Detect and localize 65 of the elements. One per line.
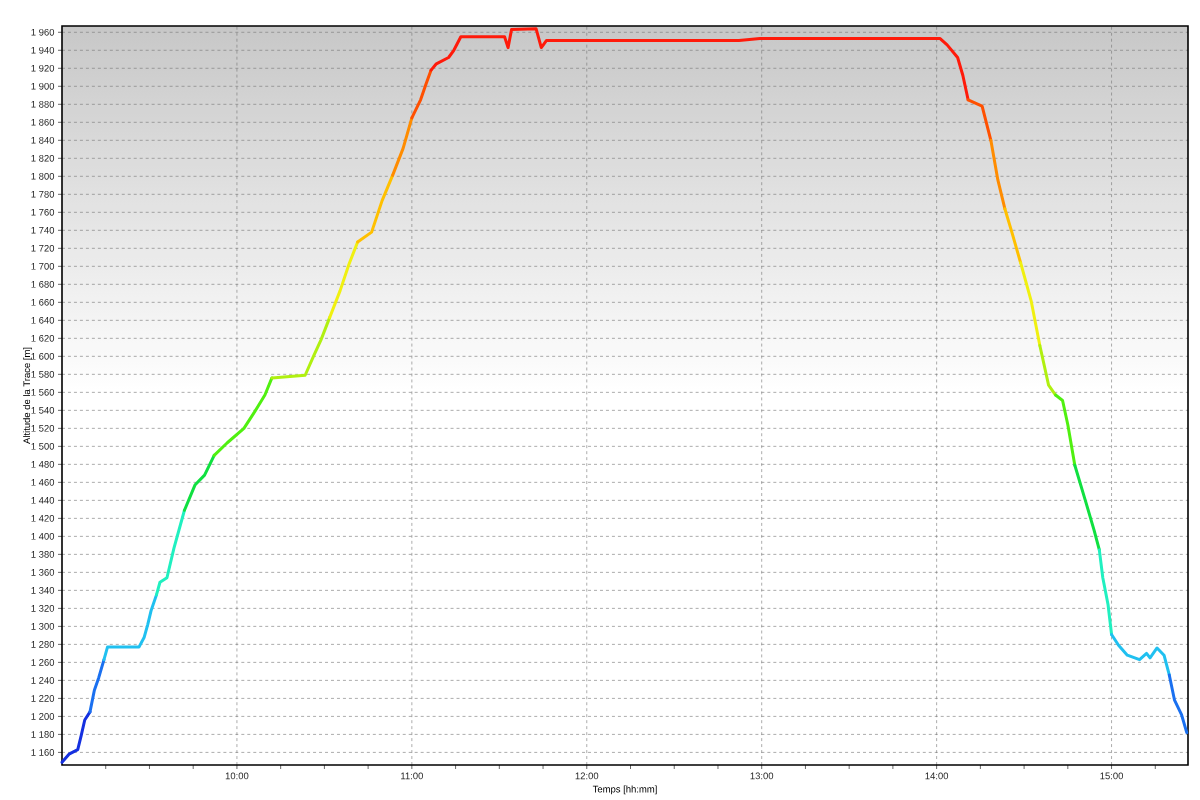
y-tick-label: 1 860 bbox=[31, 118, 55, 126]
line-series bbox=[270, 316, 332, 380]
line-series bbox=[182, 453, 216, 512]
y-tick-label: 1 440 bbox=[31, 497, 55, 504]
line-series bbox=[429, 27, 970, 102]
x-tick-label: 13:00 bbox=[750, 772, 774, 780]
line-series bbox=[60, 710, 92, 764]
y-tick-label: 1 500 bbox=[31, 443, 55, 450]
y-tick-label: 1 560 bbox=[31, 388, 55, 396]
y-tick-label: 1 340 bbox=[31, 587, 55, 594]
y-tick-label: 1 380 bbox=[31, 551, 55, 558]
line-series bbox=[356, 173, 395, 244]
y-tick-label: 1 540 bbox=[31, 406, 55, 414]
x-tick-label: 15:00 bbox=[1100, 772, 1124, 780]
y-tick-label: 1 720 bbox=[31, 244, 55, 252]
y-axis-title: Altitude de la Trace [m] bbox=[23, 347, 32, 444]
y-tick-label: 1 640 bbox=[31, 316, 55, 324]
y-tick-label: 1 920 bbox=[31, 64, 55, 72]
line-series bbox=[1097, 548, 1114, 636]
line-series bbox=[102, 593, 158, 662]
y-tick-label: 1 680 bbox=[31, 280, 55, 288]
line-series bbox=[410, 68, 433, 120]
y-tick-label: 1 400 bbox=[31, 533, 55, 540]
y-tick-label: 1 880 bbox=[31, 100, 55, 108]
line-series bbox=[154, 508, 186, 597]
y-tick-label: 1 900 bbox=[31, 82, 55, 90]
line-series bbox=[1110, 632, 1171, 677]
y-tick-label: 1 620 bbox=[31, 334, 55, 342]
line-series bbox=[88, 658, 106, 714]
y-tick-label: 1 960 bbox=[31, 28, 55, 36]
y-tick-label: 1 160 bbox=[31, 749, 55, 756]
y-tick-label: 1 600 bbox=[31, 352, 55, 360]
y-tick-label: 1 320 bbox=[31, 605, 55, 612]
line-series bbox=[1073, 463, 1101, 552]
y-tick-label: 1 180 bbox=[31, 731, 55, 738]
y-tick-label: 1 780 bbox=[31, 190, 55, 198]
y-tick-label: 1 280 bbox=[31, 641, 55, 648]
y-tick-label: 1 360 bbox=[31, 569, 55, 576]
x-axis-title: Temps [hh:mm] bbox=[592, 785, 657, 795]
y-tick-label: 1 660 bbox=[31, 298, 55, 306]
x-tick-label: 11:00 bbox=[401, 772, 423, 780]
y-tick-label: 1 820 bbox=[31, 154, 55, 162]
y-tick-label: 1 840 bbox=[31, 136, 55, 144]
line-series bbox=[1054, 393, 1077, 467]
x-tick-label: 12:00 bbox=[575, 772, 599, 780]
y-tick-label: 1 300 bbox=[31, 623, 55, 630]
y-tick-label: 1 240 bbox=[31, 677, 55, 684]
y-tick-label: 1 800 bbox=[31, 172, 55, 180]
y-tick-label: 1 480 bbox=[31, 461, 55, 468]
y-tick-label: 1 420 bbox=[31, 515, 55, 522]
y-tick-label: 1 940 bbox=[31, 46, 55, 54]
line-series bbox=[328, 240, 360, 320]
y-tick-label: 1 700 bbox=[31, 262, 55, 270]
y-tick-label: 1 580 bbox=[31, 370, 55, 378]
x-tick-label: 14:00 bbox=[925, 772, 949, 780]
y-tick-label: 1 200 bbox=[31, 713, 55, 720]
y-tick-label: 1 520 bbox=[31, 425, 55, 432]
x-tick-label: 10:00 bbox=[225, 772, 249, 780]
y-tick-label: 1 760 bbox=[31, 208, 55, 216]
line-series bbox=[212, 376, 274, 457]
y-tick-label: 1 460 bbox=[31, 479, 55, 486]
line-series bbox=[1167, 673, 1189, 735]
y-tick-label: 1 260 bbox=[31, 659, 55, 666]
y-tick-label: 1 220 bbox=[31, 695, 55, 702]
y-tick-label: 1 740 bbox=[31, 226, 55, 234]
